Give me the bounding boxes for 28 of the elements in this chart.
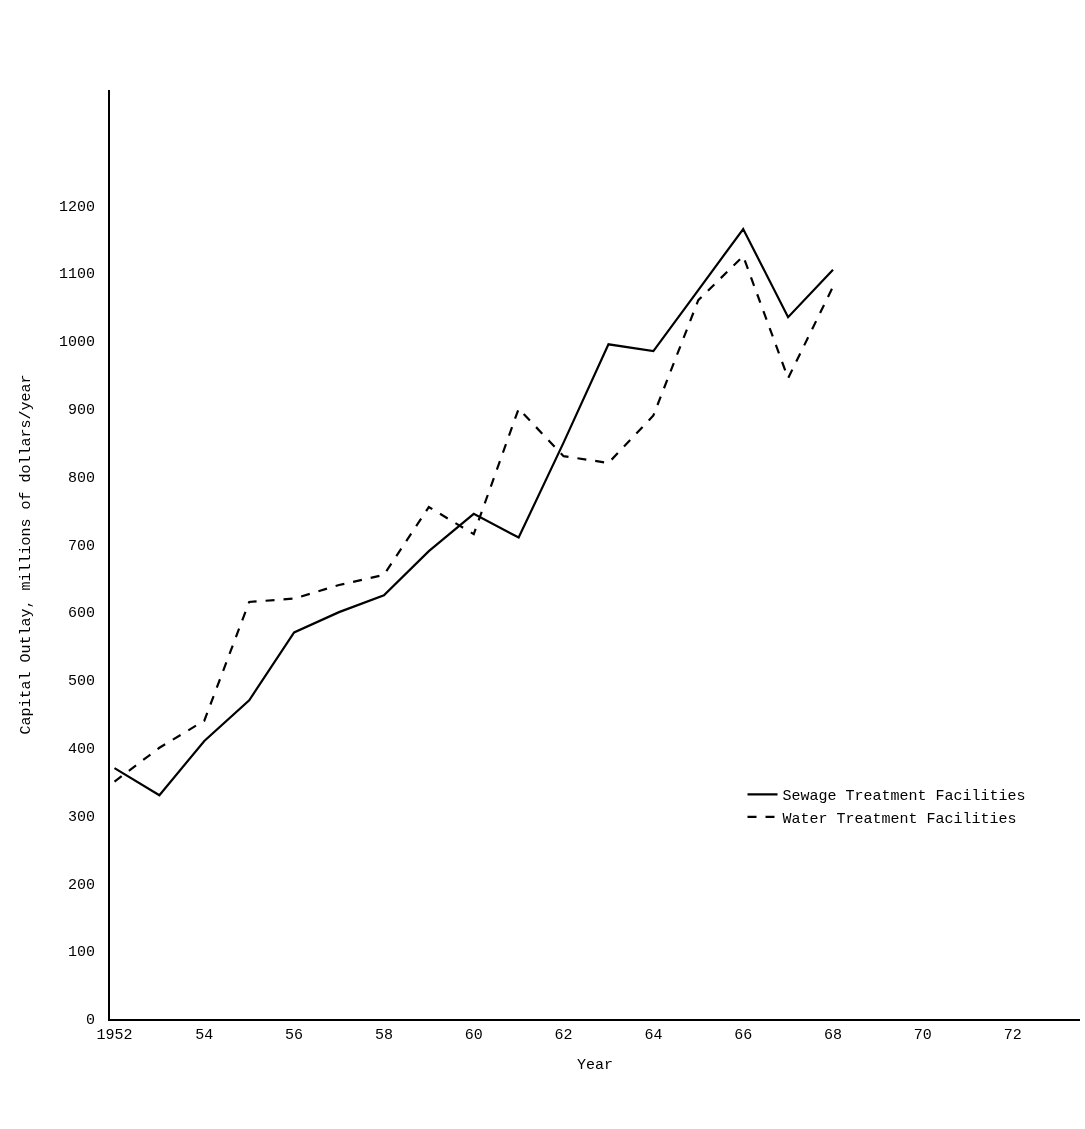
x-tick-label: 70	[913, 1027, 932, 1044]
legend-label: Water Treatment Facilities	[782, 810, 1017, 828]
y-tick-label: 500	[67, 673, 95, 691]
y-tick-label: 600	[67, 605, 95, 623]
y-tick-label: 100	[67, 944, 95, 962]
x-tick-label: 68	[824, 1027, 843, 1044]
x-tick-label: 60	[464, 1027, 483, 1044]
x-tick-label: 54	[195, 1027, 214, 1044]
y-tick-label: 200	[67, 876, 95, 894]
y-tick-label: 0	[85, 1012, 95, 1030]
y-axis-title: Capital Outlay, millions of dollars/year	[17, 374, 35, 735]
legend-label: Sewage Treatment Facilities	[782, 788, 1026, 806]
x-tick-label: 58	[374, 1027, 393, 1044]
y-tick-label: 800	[67, 469, 95, 487]
x-tick-label: 64	[644, 1027, 663, 1044]
y-tick-label: 400	[67, 741, 95, 759]
x-tick-label: 62	[554, 1027, 573, 1044]
x-axis-title: Year	[576, 1056, 614, 1074]
x-tick-label: 56	[285, 1027, 304, 1044]
y-tick-label: 1100	[58, 266, 95, 284]
x-tick-label: 66	[734, 1027, 753, 1044]
y-tick-label: 1200	[58, 198, 95, 216]
x-tick-label: 1952	[96, 1027, 133, 1044]
y-tick-label: 700	[67, 537, 95, 555]
y-tick-label: 300	[67, 808, 95, 826]
y-tick-label: 1000	[58, 334, 95, 352]
x-tick-label: 72	[1003, 1027, 1022, 1044]
y-tick-label: 900	[67, 401, 95, 419]
